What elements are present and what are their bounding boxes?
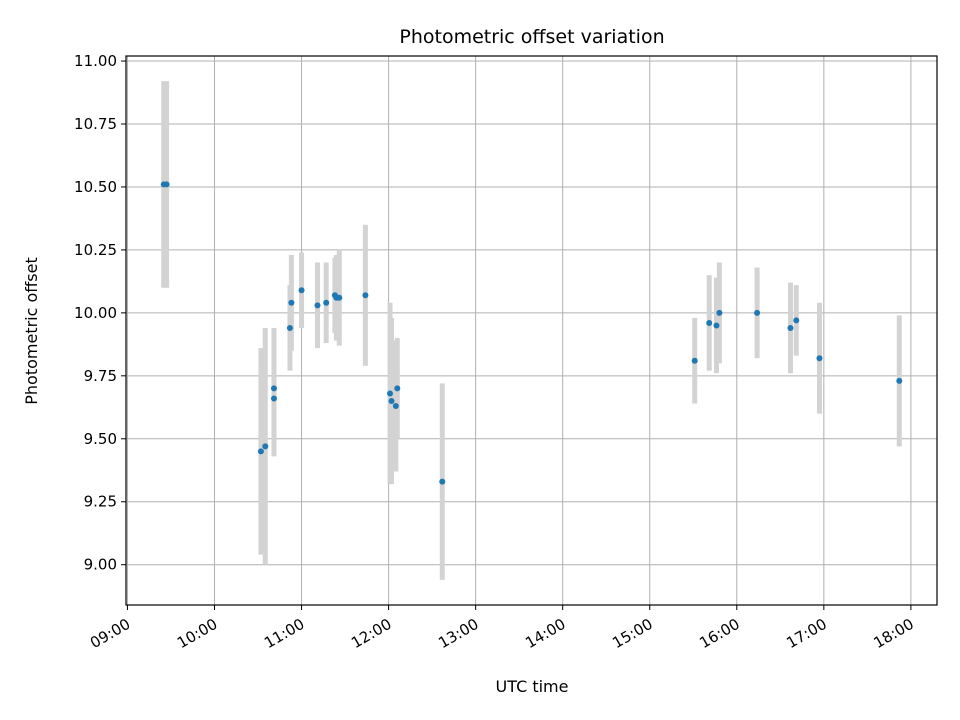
plot-area-frame [125,55,938,606]
data-point [706,319,713,326]
y-axis-ticks: 9.00 9.25 9.50 9.75 10.00 10.25 10.50 10.75 11.0… [74,52,126,574]
data-point [754,309,761,316]
data-point [787,324,794,331]
data-point [288,299,295,306]
y-tick-label: 10.50 [74,178,117,196]
data-point [896,377,903,384]
y-tick-label: 9.25 [84,493,117,511]
data-point [394,385,401,392]
chart-title: Photometric offset variation [399,26,664,48]
y-tick-label: 9.75 [84,367,117,385]
data-point [270,385,277,392]
y-tick-label: 9.00 [84,556,117,574]
data-point [392,403,399,410]
data-point [336,294,343,301]
x-axis-label: UTC time [496,677,569,696]
data-point [716,309,723,316]
data-point [387,390,394,397]
data-point [793,317,800,324]
y-tick-label: 10.00 [74,304,117,322]
data-point [163,181,170,188]
y-axis-label: Photometric offset [22,257,41,405]
data-point [298,287,305,294]
data-point [314,302,321,309]
data-point [362,292,369,299]
data-point [816,355,823,362]
data-points [160,181,903,485]
y-tick-label: 10.25 [74,241,117,259]
y-tick-label: 11.00 [74,52,117,70]
data-point [691,357,698,364]
data-point [439,478,446,485]
data-point [323,299,330,306]
data-point [262,443,269,450]
data-point [270,395,277,402]
y-tick-label: 10.75 [74,115,117,133]
data-point [388,398,395,405]
y-tick-label: 9.50 [84,430,117,448]
data-point [286,324,293,331]
data-point [713,322,720,329]
data-point [257,448,264,455]
